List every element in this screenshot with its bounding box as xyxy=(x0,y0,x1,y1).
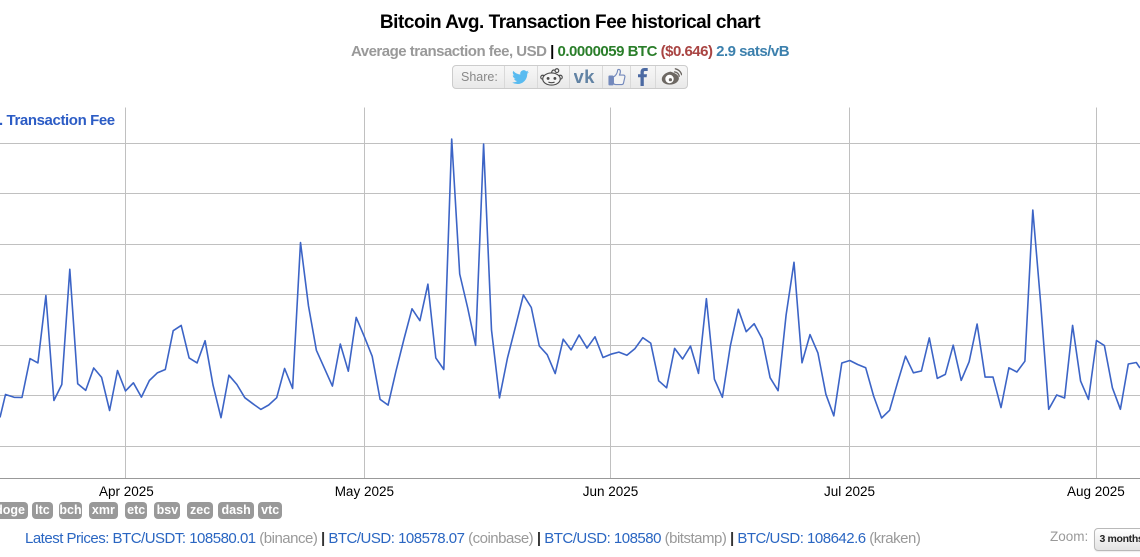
svg-text:vk: vk xyxy=(574,69,595,85)
